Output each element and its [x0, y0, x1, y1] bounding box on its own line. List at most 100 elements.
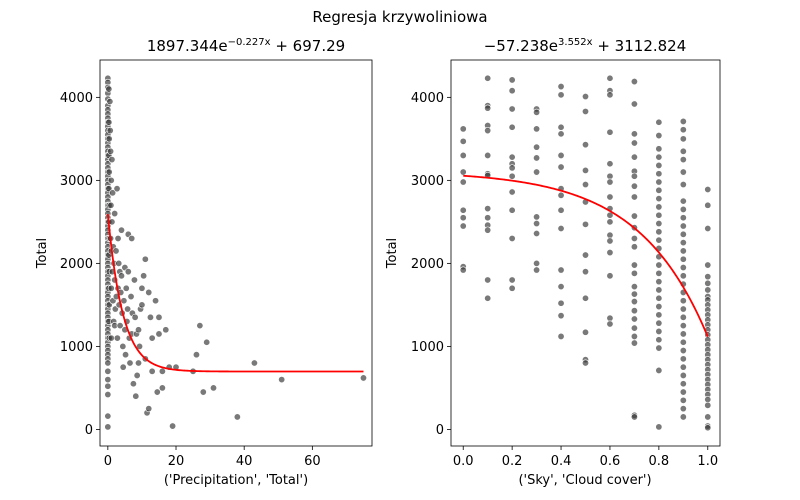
data-point [113, 334, 121, 342]
data-point [655, 153, 663, 161]
data-point [630, 413, 638, 421]
data-point [508, 164, 516, 172]
data-point [508, 284, 516, 292]
data-point [233, 413, 241, 421]
data-point [679, 405, 687, 413]
data-point [141, 255, 149, 263]
data-point [508, 234, 516, 242]
data-point [581, 251, 589, 259]
data-point [169, 422, 177, 430]
data-point [135, 326, 143, 334]
data-point [459, 178, 467, 186]
data-point [630, 130, 638, 138]
y-tick-label: 1000 [411, 340, 444, 355]
data-point [557, 151, 565, 159]
data-point [128, 234, 136, 242]
data-point [704, 225, 712, 233]
left-chart-title: 1897.344e−0.227x + 697.29 [147, 37, 345, 55]
data-point [679, 156, 687, 164]
data-point [459, 266, 467, 274]
y-tick-label: 3000 [60, 174, 93, 189]
data-point [630, 139, 638, 147]
data-point [155, 313, 163, 321]
data-point [704, 273, 712, 281]
data-point [655, 261, 663, 269]
data-point [459, 222, 467, 230]
right-x-ticks: 0.0 0.2 0.4 0.6 0.8 1.0 [453, 446, 718, 469]
data-point [533, 108, 541, 116]
x-tick-label: 0.2 [502, 454, 523, 469]
right-y-axis-label: Total [385, 238, 400, 269]
data-point [484, 74, 492, 82]
data-point [508, 188, 516, 196]
data-point [278, 376, 286, 384]
data-point [557, 83, 565, 91]
data-point [679, 168, 687, 176]
data-point [679, 247, 687, 255]
data-point [679, 147, 687, 155]
data-point [107, 201, 115, 209]
data-point [679, 117, 687, 125]
data-point [704, 413, 712, 421]
data-point [533, 229, 541, 237]
data-point [581, 328, 589, 336]
data-point [630, 315, 638, 323]
data-point [145, 405, 153, 413]
data-point [679, 135, 687, 143]
data-point [679, 126, 687, 134]
data-point [630, 307, 638, 315]
data-point [606, 128, 614, 136]
data-point [655, 145, 663, 153]
x-tick-label: 40 [236, 454, 253, 469]
data-point [606, 231, 614, 239]
data-point [508, 76, 516, 84]
data-point [679, 222, 687, 230]
data-point [655, 195, 663, 203]
data-point [581, 359, 589, 367]
left-y-ticks: 0 1000 2000 3000 4000 [60, 91, 100, 438]
x-tick-label: 0.6 [600, 454, 621, 469]
data-point [606, 314, 614, 322]
data-point [359, 374, 367, 382]
data-point [199, 388, 207, 396]
data-point [655, 344, 663, 352]
y-tick-label: 3000 [411, 174, 444, 189]
data-point [630, 324, 638, 332]
data-point [107, 147, 115, 155]
data-point [655, 178, 663, 186]
y-tick-label: 2000 [411, 257, 444, 272]
data-point [138, 284, 146, 292]
data-point [140, 272, 148, 280]
data-point [192, 351, 200, 359]
data-point [679, 338, 687, 346]
data-point [133, 371, 141, 379]
data-point [606, 178, 614, 186]
x-tick-label: 60 [304, 454, 321, 469]
data-point [533, 154, 541, 162]
data-point [679, 239, 687, 247]
data-point [679, 322, 687, 330]
data-point [104, 412, 112, 420]
data-point [484, 226, 492, 234]
data-point [120, 297, 128, 305]
x-tick-label: 0.0 [453, 454, 474, 469]
data-point [148, 334, 156, 342]
data-point [106, 98, 114, 106]
data-point [105, 118, 113, 126]
data-point [704, 279, 712, 287]
data-point [119, 363, 127, 371]
data-point [557, 266, 565, 274]
left-x-ticks: 0 20 40 60 [104, 446, 321, 469]
data-point [655, 161, 663, 169]
y-tick-label: 0 [436, 423, 444, 438]
data-point [130, 276, 138, 284]
data-point [129, 380, 137, 388]
data-point [630, 182, 638, 190]
data-point [533, 143, 541, 151]
data-point [630, 261, 638, 269]
data-point [508, 87, 516, 95]
data-point [119, 342, 127, 350]
data-point [196, 322, 204, 330]
data-point [655, 319, 663, 327]
data-point [459, 137, 467, 145]
